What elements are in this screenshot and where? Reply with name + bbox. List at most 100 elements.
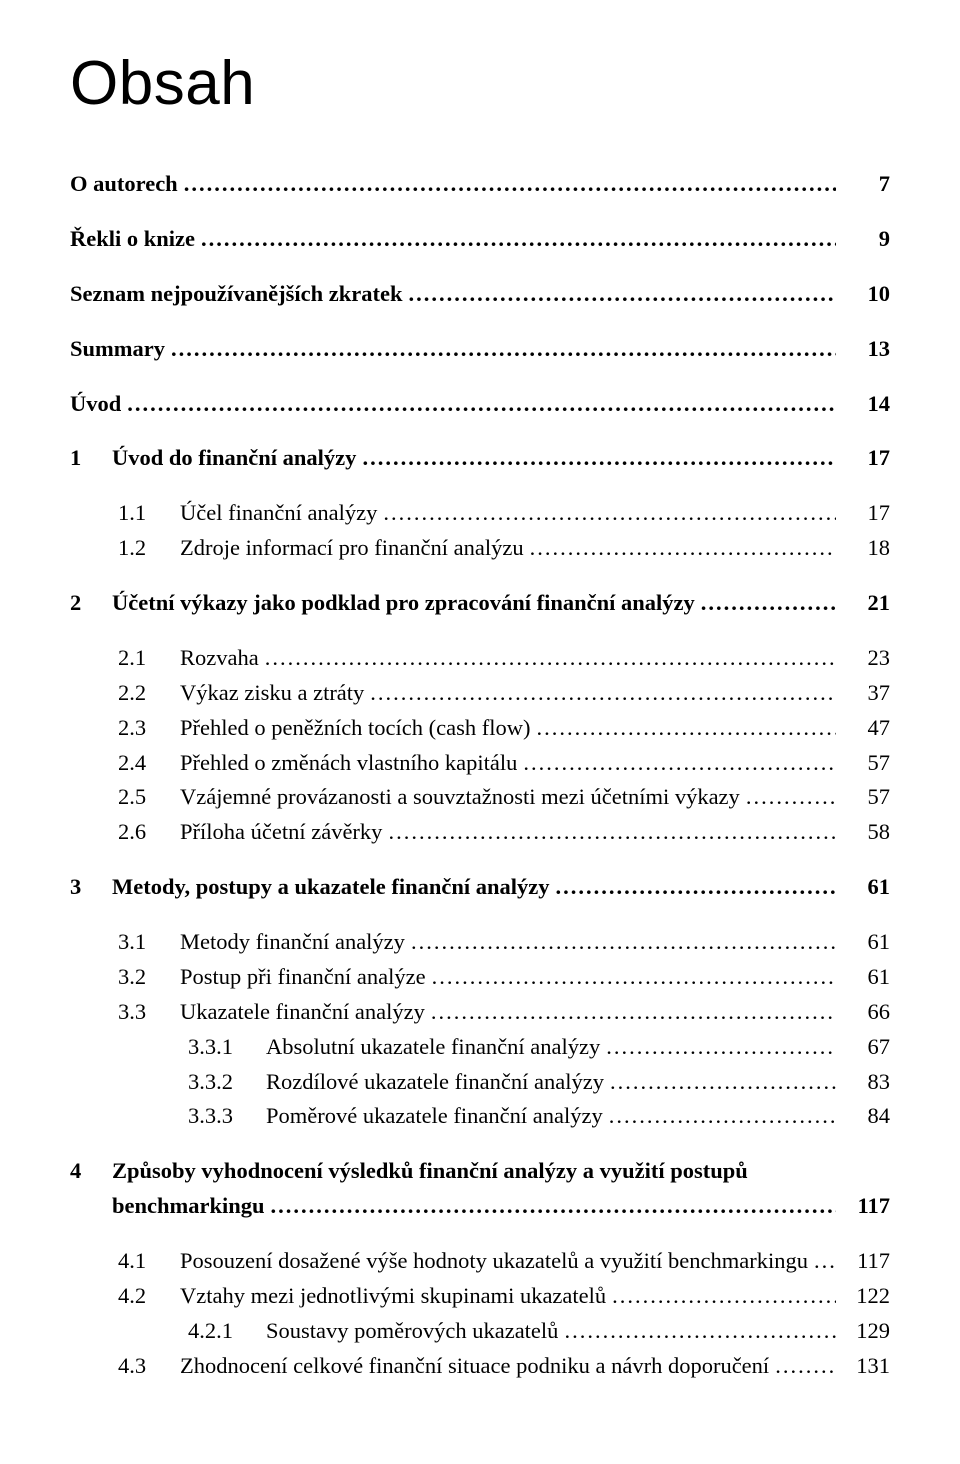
toc-section: 4.1 Posouzení dosažené výše hodnoty ukaz… [70, 1244, 890, 1279]
toc-section-num: 1.2 [118, 531, 180, 566]
toc-subsection-num: 3.3.1 [188, 1030, 266, 1065]
toc-page: 21 [836, 586, 890, 621]
toc-label: Absolutní ukazatele finanční analýzy [266, 1030, 606, 1065]
toc-page: 122 [836, 1279, 890, 1314]
toc-leader [556, 870, 836, 905]
toc-section: 1.2 Zdroje informací pro finanční analýz… [70, 531, 890, 566]
toc-label: Soustavy poměrových ukazatelů [266, 1314, 564, 1349]
toc-leader [171, 332, 836, 367]
toc-page: 117 [836, 1244, 890, 1279]
toc-leader [701, 586, 836, 621]
toc-label: Rozdílové ukazatele finanční analýzy [266, 1065, 610, 1100]
toc-label: Úvod [70, 387, 127, 422]
toc-leader [383, 496, 836, 531]
toc-page: 13 [836, 332, 890, 367]
toc-page: 83 [836, 1065, 890, 1100]
toc-page: 61 [836, 925, 890, 960]
toc-label: Poměrové ukazatele finanční analýzy [266, 1099, 609, 1134]
toc-entry: O autorech 7 [70, 167, 890, 202]
toc-leader [184, 167, 836, 202]
toc-label: Posouzení dosažené výše hodnoty ukazatel… [180, 1244, 814, 1279]
toc-subsection-num: 3.3.3 [188, 1099, 266, 1134]
toc-page: 61 [836, 960, 890, 995]
toc-label: O autorech [70, 167, 184, 202]
toc-leader [814, 1244, 836, 1279]
toc-section: 2.1 Rozvaha 23 [70, 641, 890, 676]
toc-chapter-num: 4 [70, 1154, 112, 1189]
toc-section: 3.1 Metody finanční analýzy 61 [70, 925, 890, 960]
toc-page: 117 [836, 1189, 890, 1224]
toc-page: 66 [836, 995, 890, 1030]
toc-page: 47 [836, 711, 890, 746]
toc-page: 67 [836, 1030, 890, 1065]
toc-label: Přehled o změnách vlastního kapitálu [180, 746, 523, 781]
toc-section: 3.2 Postup při finanční analýze 61 [70, 960, 890, 995]
toc-chapter: 4 Způsoby vyhodnocení výsledků finanční … [70, 1154, 890, 1224]
toc-entry: Summary 13 [70, 332, 890, 367]
toc-page: 57 [836, 780, 890, 815]
toc-label: Zhodnocení celkové finanční situace podn… [180, 1349, 775, 1384]
toc-leader [746, 780, 836, 815]
toc-leader [362, 441, 836, 476]
toc-label-line2: benchmarkingu [112, 1189, 271, 1224]
page-title: Obsah [70, 48, 890, 119]
toc-chapter-num: 1 [70, 441, 112, 476]
toc-leader [775, 1349, 836, 1384]
toc-label: Zdroje informací pro finanční analýzu [180, 531, 530, 566]
toc-leader [408, 277, 836, 312]
toc-leader [612, 1279, 836, 1314]
toc-leader [432, 960, 836, 995]
toc-page: 84 [836, 1099, 890, 1134]
toc-label: Summary [70, 332, 171, 367]
toc-label: Vzájemné provázanosti a souvztažnosti me… [180, 780, 746, 815]
toc-entry: Seznam nejpoužívanějších zkratek 10 [70, 277, 890, 312]
toc-subsection-num: 3.3.2 [188, 1065, 266, 1100]
toc-label: Metody, postupy a ukazatele finanční ana… [112, 870, 556, 905]
toc-page: 58 [836, 815, 890, 850]
toc-subsection: 3.3.3 Poměrové ukazatele finanční analýz… [70, 1099, 890, 1134]
toc-chapter: 2 Účetní výkazy jako podklad pro zpracov… [70, 586, 890, 621]
toc-section-num: 4.3 [118, 1349, 180, 1384]
toc-leader [523, 746, 836, 781]
toc-section-num: 4.2 [118, 1279, 180, 1314]
toc-section-num: 2.5 [118, 780, 180, 815]
toc-section-num: 2.1 [118, 641, 180, 676]
toc-label: Účetní výkazy jako podklad pro zpracován… [112, 586, 701, 621]
toc-label: Příloha účetní závěrky [180, 815, 388, 850]
toc-page: 131 [836, 1349, 890, 1384]
toc-label: Účel finanční analýzy [180, 496, 383, 531]
toc-leader [537, 711, 837, 746]
toc-chapter: 1 Úvod do finanční analýzy 17 [70, 441, 890, 476]
toc-label: Rozvaha [180, 641, 265, 676]
toc-leader [201, 222, 836, 257]
toc-label: Metody finanční analýzy [180, 925, 411, 960]
toc-label: Výkaz zisku a ztráty [180, 676, 370, 711]
toc-page: 17 [836, 441, 890, 476]
toc-section: 4.2 Vztahy mezi jednotlivými skupinami u… [70, 1279, 890, 1314]
toc-leader [271, 1189, 836, 1224]
toc-section-num: 4.1 [118, 1244, 180, 1279]
toc-subsection: 4.2.1 Soustavy poměrových ukazatelů 129 [70, 1314, 890, 1349]
toc-section: 2.2 Výkaz zisku a ztráty 37 [70, 676, 890, 711]
toc-page: 61 [836, 870, 890, 905]
toc-leader [530, 531, 836, 566]
toc-leader [127, 387, 836, 422]
toc-section-num: 3.2 [118, 960, 180, 995]
toc-section-num: 2.4 [118, 746, 180, 781]
toc-page: 10 [836, 277, 890, 312]
toc-section: 1.1 Účel finanční analýzy 17 [70, 496, 890, 531]
toc-section-num: 3.3 [118, 995, 180, 1030]
toc-section-num: 2.6 [118, 815, 180, 850]
toc-label: Úvod do finanční analýzy [112, 441, 362, 476]
toc-chapter: 3 Metody, postupy a ukazatele finanční a… [70, 870, 890, 905]
toc-chapter-num: 3 [70, 870, 112, 905]
toc-label: Vztahy mezi jednotlivými skupinami ukaza… [180, 1279, 612, 1314]
toc-label-line1: Způsoby vyhodnocení výsledků finanční an… [112, 1154, 754, 1189]
toc-entry: Řekli o knize 9 [70, 222, 890, 257]
toc-leader [431, 995, 836, 1030]
toc-subsection: 3.3.2 Rozdílové ukazatele finanční analý… [70, 1065, 890, 1100]
toc-section: 4.3 Zhodnocení celkové finanční situace … [70, 1349, 890, 1384]
toc-chapter-num: 2 [70, 586, 112, 621]
toc-leader [265, 641, 836, 676]
toc-leader [370, 676, 836, 711]
